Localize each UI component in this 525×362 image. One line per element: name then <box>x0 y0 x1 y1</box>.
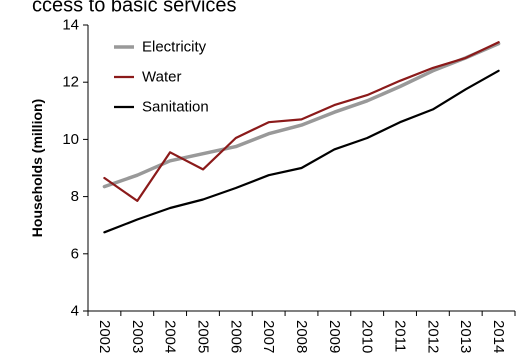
x-tick-label: 2010 <box>359 320 376 353</box>
x-tick-label: 2007 <box>260 320 277 353</box>
legend-label-sanitation: Sanitation <box>142 99 209 116</box>
x-tick-label: 2012 <box>424 320 441 353</box>
chart-title: ccess to basic services <box>32 0 237 17</box>
x-tick-label: 2013 <box>457 320 474 353</box>
x-tick-label: 2009 <box>326 320 343 353</box>
legend-label-electricity: Electricity <box>142 39 207 56</box>
y-tick-label: 10 <box>62 131 79 148</box>
series-line-water <box>103 41 500 202</box>
axes: 4 6 8 10 12 14 2002 2003 2004 2005 2006 2007 2008 200… <box>62 17 516 353</box>
y-tick-label: 8 <box>71 188 79 205</box>
y-tick-label: 6 <box>71 245 79 262</box>
y-tick-label: 4 <box>71 303 79 320</box>
x-tick-label: 2014 <box>490 320 507 353</box>
series-lines <box>102 41 501 234</box>
x-tick-label: 2006 <box>227 320 244 353</box>
legend-label-water: Water <box>142 69 181 86</box>
x-tick-label: 2003 <box>129 320 146 353</box>
x-tick-label: 2008 <box>293 320 310 353</box>
x-tick-label: 2011 <box>392 320 409 352</box>
y-tick-label: 12 <box>62 74 79 91</box>
x-tick-label: 2002 <box>96 320 113 353</box>
y-tick-label: 14 <box>62 17 79 34</box>
legend: Electricity Water Sanitation <box>114 39 209 116</box>
x-tick-label: 2005 <box>194 320 211 353</box>
y-axis-title: Households (million) <box>29 99 45 237</box>
series-line-sanitation <box>103 69 500 234</box>
x-tick-label: 2004 <box>162 320 179 353</box>
series-line-electricity <box>102 41 501 189</box>
